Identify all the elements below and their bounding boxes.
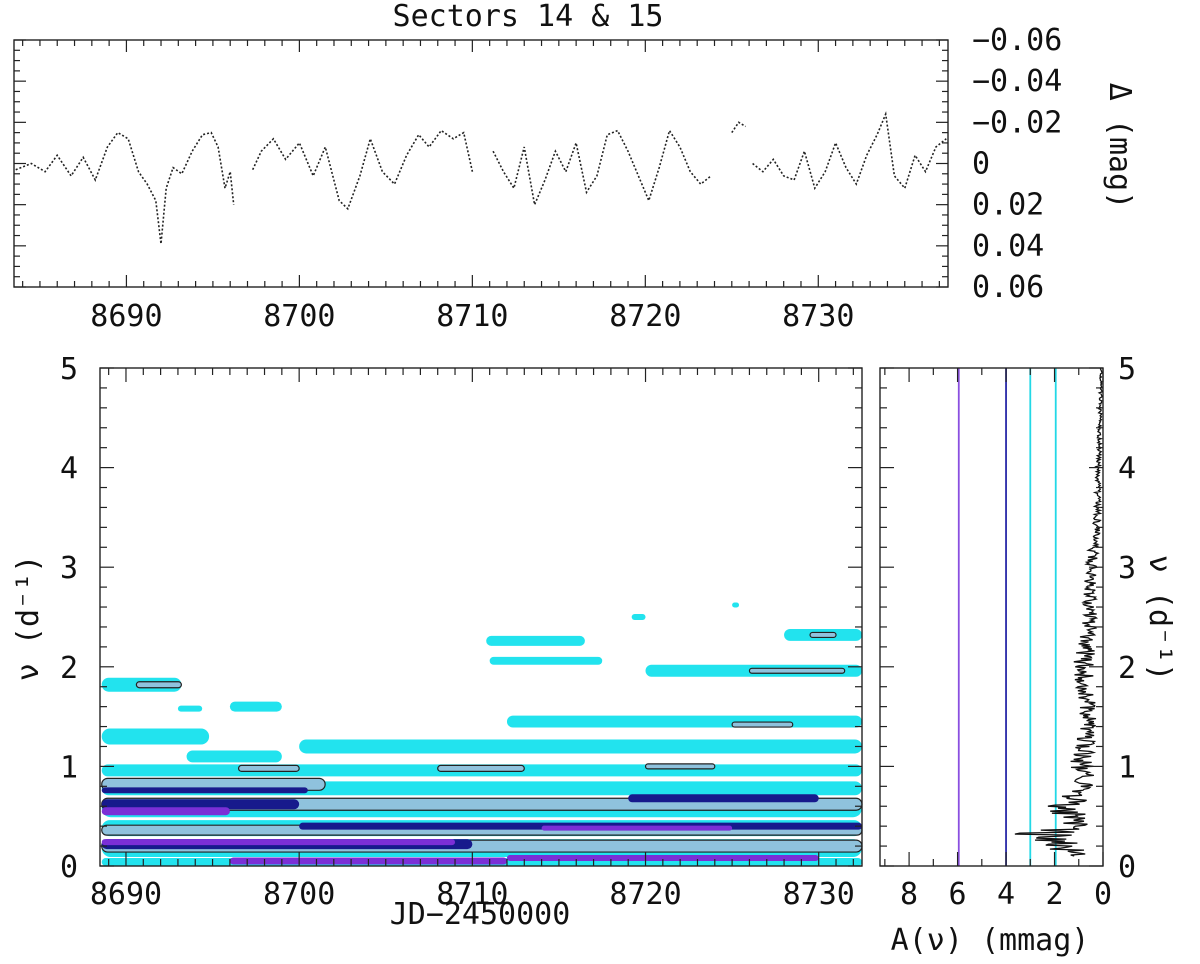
heatmap-patch: [489, 656, 603, 665]
light-curve-series: [752, 111, 947, 191]
light-curve-frame: [13, 39, 949, 288]
y-tick-label: 1: [60, 750, 78, 785]
x-tick-label: 8690: [90, 877, 162, 912]
light-curve-series: [731, 121, 747, 134]
heatmap-patch: [645, 763, 715, 769]
heatmap-patch: [186, 750, 282, 763]
x-tick-label: 8720: [609, 877, 681, 912]
contour-line: [437, 764, 525, 772]
time-frequency-panel: 8690 8700 8710 8720 8730 0 1 2 3 4 5: [60, 352, 863, 912]
spectrum-series: [1014, 367, 1104, 857]
x-tick-label: 8730: [783, 877, 855, 912]
heatmap-patch: [101, 728, 210, 745]
x-tick-label: 8730: [782, 299, 854, 334]
x-tick-label: 8690: [90, 299, 162, 334]
heatmap-patch: [238, 765, 300, 772]
y-tick-label: 1: [1118, 750, 1136, 785]
y-tick-label: 3: [60, 551, 78, 586]
y-tick-label: 3: [1118, 551, 1136, 586]
x-tick-label: 8720: [609, 299, 681, 334]
heatmap-frame: [99, 367, 863, 867]
x-tick-label: 4: [997, 877, 1015, 912]
y-tick-label: 0.02: [972, 188, 1044, 223]
y-tick-label: −0.02: [972, 105, 1062, 140]
heatmap-patch: [732, 602, 740, 608]
heatmap-patch: [486, 635, 585, 646]
heatmap-patch: [506, 715, 862, 728]
y-tick-label: −0.06: [972, 23, 1062, 58]
x-tick-label: 0: [1094, 877, 1112, 912]
x-tick-label: 8: [900, 877, 918, 912]
heatmap-patch: [177, 705, 203, 712]
x-tick-label: 6: [949, 877, 967, 912]
light-curve-series: [492, 128, 712, 208]
x-tick-label: 8700: [263, 299, 335, 334]
figure-title: Sectors 14 & 15: [393, 0, 664, 34]
y-tick-label: 0: [60, 850, 78, 885]
heatmap-patch: [628, 794, 819, 803]
y-tick-label: 0.06: [972, 270, 1044, 305]
x-tick-label: 8700: [263, 877, 335, 912]
heatmap-patch: [101, 787, 308, 794]
heatmap-patch: [101, 807, 230, 816]
heatmap-patch: [631, 614, 646, 620]
heatmap-patch: [101, 839, 456, 846]
x-tick-label: 8710: [436, 299, 508, 334]
spectrum-xlabel: A(ν) (mmag): [891, 923, 1090, 958]
light-curve-panel: 8690 8700 8710 8720 8730 −0.06 −0.04 −0.02 0 0.02…: [13, 23, 1062, 334]
heatmap-patch: [541, 825, 733, 831]
contour-line: [237, 764, 300, 772]
y-tick-label: 0.04: [972, 229, 1044, 264]
y-tick-label: 5: [1118, 352, 1136, 387]
heatmap-patch: [506, 855, 819, 862]
heatmap-patch: [437, 765, 525, 772]
contour-line: [731, 721, 794, 728]
x-tick-label: 2: [1045, 877, 1063, 912]
contour-line: [644, 763, 716, 770]
heatmap-ylabel: ν (d⁻¹): [11, 555, 46, 681]
contour-line: [135, 681, 182, 689]
heatmap-patch: [229, 701, 282, 712]
y-tick-label: 2: [60, 651, 78, 686]
y-tick-label: −0.04: [972, 64, 1062, 99]
y-tick-label: 5: [60, 352, 78, 387]
heatmap-patch: [749, 668, 845, 674]
spectrum-ylabel: ν (d⁻¹): [1142, 555, 1177, 681]
contour-line: [809, 631, 837, 639]
contour-line: [748, 667, 846, 674]
heatmap-patch: [101, 799, 300, 810]
y-tick-label: 0: [972, 147, 990, 182]
heatmap-xlabel: JD−2450000: [390, 897, 571, 932]
light-curve-ylabel: Δ (mag): [1102, 83, 1137, 209]
spectrum-frame: [879, 367, 1104, 867]
heatmap-patch: [810, 632, 837, 638]
heatmap-patch: [732, 722, 793, 728]
light-curve-series: [15, 131, 235, 244]
light-curve-series: [251, 129, 474, 211]
heatmap-patch: [299, 739, 863, 754]
heatmap-patch: [136, 681, 182, 688]
y-tick-label: 4: [60, 452, 78, 487]
x-tick-label: 8710: [436, 877, 508, 912]
y-tick-label: 2: [1118, 651, 1136, 686]
y-tick-label: 4: [1118, 452, 1136, 487]
y-tick-label: 0: [1118, 850, 1136, 885]
